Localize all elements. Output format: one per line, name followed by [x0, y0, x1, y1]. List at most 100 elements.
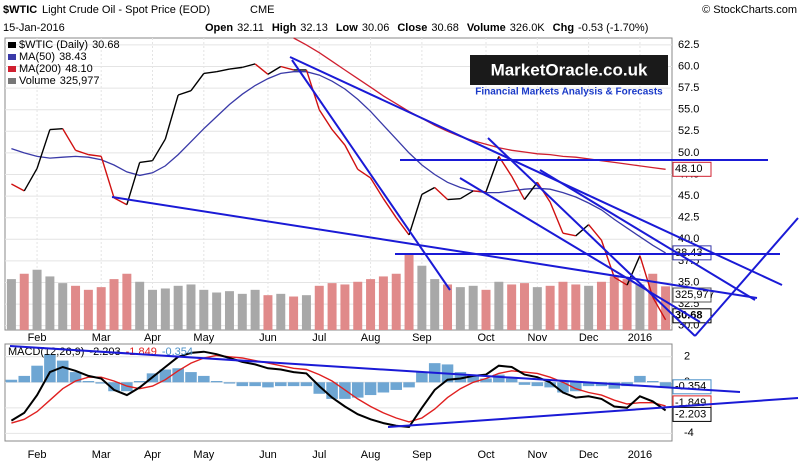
- histogram-bar: [659, 382, 672, 387]
- y-tick-label: 42.5: [678, 212, 699, 224]
- volume-bar: [96, 287, 106, 330]
- volume-bar: [250, 289, 260, 330]
- histogram-bar: [249, 382, 261, 387]
- histogram-bar: [634, 375, 646, 383]
- price-move: [100, 156, 115, 199]
- x-tick-label: Oct: [477, 332, 494, 344]
- quote-value: -0.53 (-1.70%): [578, 22, 648, 34]
- legend-name: MA(50): [19, 51, 55, 63]
- legend-entry: MA(50) 38.43: [19, 51, 87, 63]
- volume-bar: [173, 285, 183, 330]
- volume-bar: [596, 281, 606, 330]
- price-move: [318, 109, 333, 130]
- histogram-bar: [326, 382, 338, 399]
- histogram-bar: [172, 368, 184, 383]
- quote-value: 326.0K: [510, 22, 546, 34]
- histogram-bar: [185, 372, 197, 383]
- logo: MarketOracle.co.uk Financial Markets Ana…: [470, 55, 668, 98]
- volume-bar: [45, 276, 55, 330]
- legend-entry: MA(200) 48.10: [19, 63, 93, 75]
- volume-bar: [468, 285, 478, 330]
- legend-value: 325,977: [60, 75, 100, 87]
- histogram-bar: [480, 378, 492, 383]
- volume-bar: [6, 279, 16, 330]
- histogram-bar: [69, 372, 82, 383]
- x-tick-label: Jun: [259, 332, 277, 344]
- macd-legend: MACD(12,26,9) -2.203 -1.849 -0.354: [8, 346, 193, 358]
- legend-value: 30.68: [92, 39, 120, 51]
- price-move: [357, 168, 371, 179]
- legend-swatch: [8, 54, 16, 60]
- histogram-bar: [454, 372, 467, 383]
- histogram-bar: [313, 382, 326, 394]
- ma-50: [11, 71, 666, 254]
- legend-swatch: [8, 66, 16, 72]
- price-move: [23, 168, 38, 192]
- price-move: [447, 197, 461, 201]
- histogram-bar: [351, 382, 364, 398]
- histogram-bar: [82, 381, 95, 383]
- price-move: [126, 162, 141, 205]
- x-tick-label: Jul: [312, 449, 326, 461]
- x-tick-label: Aug: [361, 449, 381, 461]
- price-panel: [4, 37, 673, 331]
- x-tick-label: Feb: [28, 332, 47, 344]
- price-move: [254, 63, 269, 75]
- y-tick-label: 2: [684, 351, 690, 363]
- price-move: [280, 65, 294, 71]
- price-move: [600, 239, 615, 278]
- volume-bar: [494, 281, 504, 330]
- y-tick-label: 45.0: [678, 190, 699, 202]
- x-tick-label: 2016: [628, 332, 652, 344]
- legend-value: 48.10: [65, 63, 93, 75]
- volume-bar: [237, 293, 247, 330]
- price-move: [49, 128, 63, 131]
- histogram-bar: [44, 354, 56, 383]
- volume-bar: [648, 273, 658, 330]
- histogram-bar: [18, 375, 31, 383]
- volume-bar: [404, 255, 414, 330]
- histogram-bar: [518, 382, 531, 385]
- quote-label: Volume: [467, 22, 506, 34]
- quote-label: Close: [397, 22, 427, 34]
- quote-label: Low: [336, 22, 358, 34]
- quote: Open 32.11 High 32.13 Low 30.06 Close 30.68 Volu…: [205, 22, 648, 34]
- volume-bar: [443, 284, 453, 330]
- volume-bar: [327, 283, 337, 330]
- price-move: [36, 129, 51, 169]
- volume-bar: [609, 276, 619, 330]
- volume-bar: [71, 285, 81, 330]
- histogram-bar: [95, 382, 107, 384]
- macd-value: -1.849: [126, 346, 157, 358]
- volume-bar: [571, 284, 581, 330]
- histogram-bar: [210, 381, 223, 383]
- histogram-bar: [275, 382, 287, 387]
- volume-bar: [314, 285, 324, 330]
- y-tick-label: 55.0: [678, 104, 699, 116]
- volume-bar: [212, 292, 222, 330]
- histogram-bar: [390, 382, 402, 390]
- volume-bar: [58, 283, 68, 330]
- legend-name: MA(200): [19, 63, 61, 75]
- x-tick-label: Sep: [412, 449, 432, 461]
- x-tick-label: Apr: [144, 449, 161, 461]
- histogram-bar: [108, 382, 120, 392]
- histogram-bar: [557, 382, 569, 393]
- volume-bar: [186, 284, 196, 330]
- trendlines: [9, 56, 799, 428]
- price-move: [151, 138, 166, 162]
- legend-name: Volume: [19, 75, 56, 87]
- volume-bar: [109, 279, 119, 330]
- legend-entry: Volume 325,977: [19, 75, 99, 87]
- histogram-bar: [467, 375, 479, 383]
- price-move: [395, 217, 410, 236]
- histogram-bar: [5, 379, 18, 383]
- price-move: [434, 186, 449, 201]
- price-move: [331, 129, 346, 146]
- y-tick-label: 62.5: [678, 39, 699, 51]
- legend-swatch: [8, 42, 16, 48]
- histogram-bar: [236, 382, 249, 387]
- quote-label: High: [272, 22, 297, 34]
- price-move: [575, 224, 590, 237]
